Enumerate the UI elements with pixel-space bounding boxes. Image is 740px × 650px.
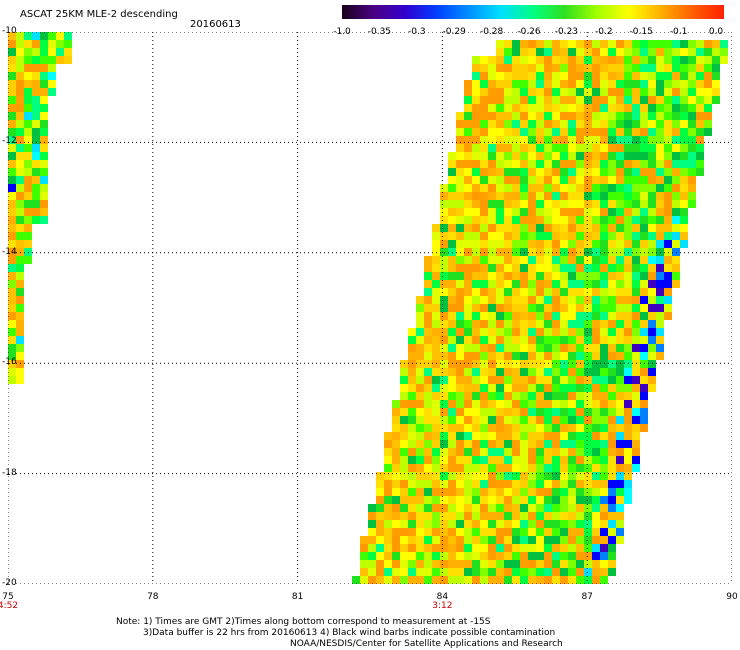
- color-scale-bar: [342, 5, 724, 19]
- lat-tick-label: -14: [2, 246, 17, 257]
- lat-tick-label: -10: [2, 26, 17, 36]
- pass-time-label: 4:52: [0, 601, 19, 611]
- lon-tick-label: 90: [726, 592, 738, 602]
- color-scale-label: -1.0: [333, 27, 351, 37]
- lat-tick-label: -18: [2, 467, 17, 478]
- color-scale-label: -0.2: [595, 27, 613, 37]
- lon-tick-label: 84: [436, 592, 449, 602]
- lat-tick-label: -12: [2, 136, 17, 147]
- lat-tick-label: -20: [2, 578, 17, 588]
- color-scale-label: -0.23: [554, 27, 579, 37]
- lon-tick-label: 81: [291, 592, 304, 602]
- color-scale-label: -0.28: [479, 27, 504, 37]
- pass-time-label: 3:12: [432, 601, 453, 611]
- swath-cells: [8, 32, 728, 584]
- color-scale-label: -0.29: [442, 27, 466, 37]
- plot-title: ASCAT 25KM MLE-2 descending: [20, 9, 178, 20]
- color-scale-label: -0.15: [629, 27, 653, 37]
- swath-map-canvas: [8, 32, 732, 584]
- plot-date: 20160613: [190, 19, 241, 30]
- note-line-3: NOAA/NESDIS/Center for Satellite Applica…: [290, 639, 563, 649]
- lon-tick-label: 78: [147, 592, 159, 602]
- note-line-1: Note: 1) Times are GMT 2)Times along bot…: [116, 617, 491, 627]
- color-scale-gradient: [342, 5, 724, 19]
- lat-tick-label: -16: [2, 357, 17, 368]
- color-scale-label: -0.35: [367, 27, 392, 37]
- swath-map: [8, 32, 732, 584]
- lon-tick-label: 87: [581, 592, 593, 602]
- note-line-2: 3)Data buffer is 22 hrs from 20160613 4)…: [143, 628, 556, 638]
- color-scale-label: -0.1: [669, 27, 688, 37]
- lon-tick-label: 75: [2, 592, 14, 602]
- graticule: [8, 32, 732, 584]
